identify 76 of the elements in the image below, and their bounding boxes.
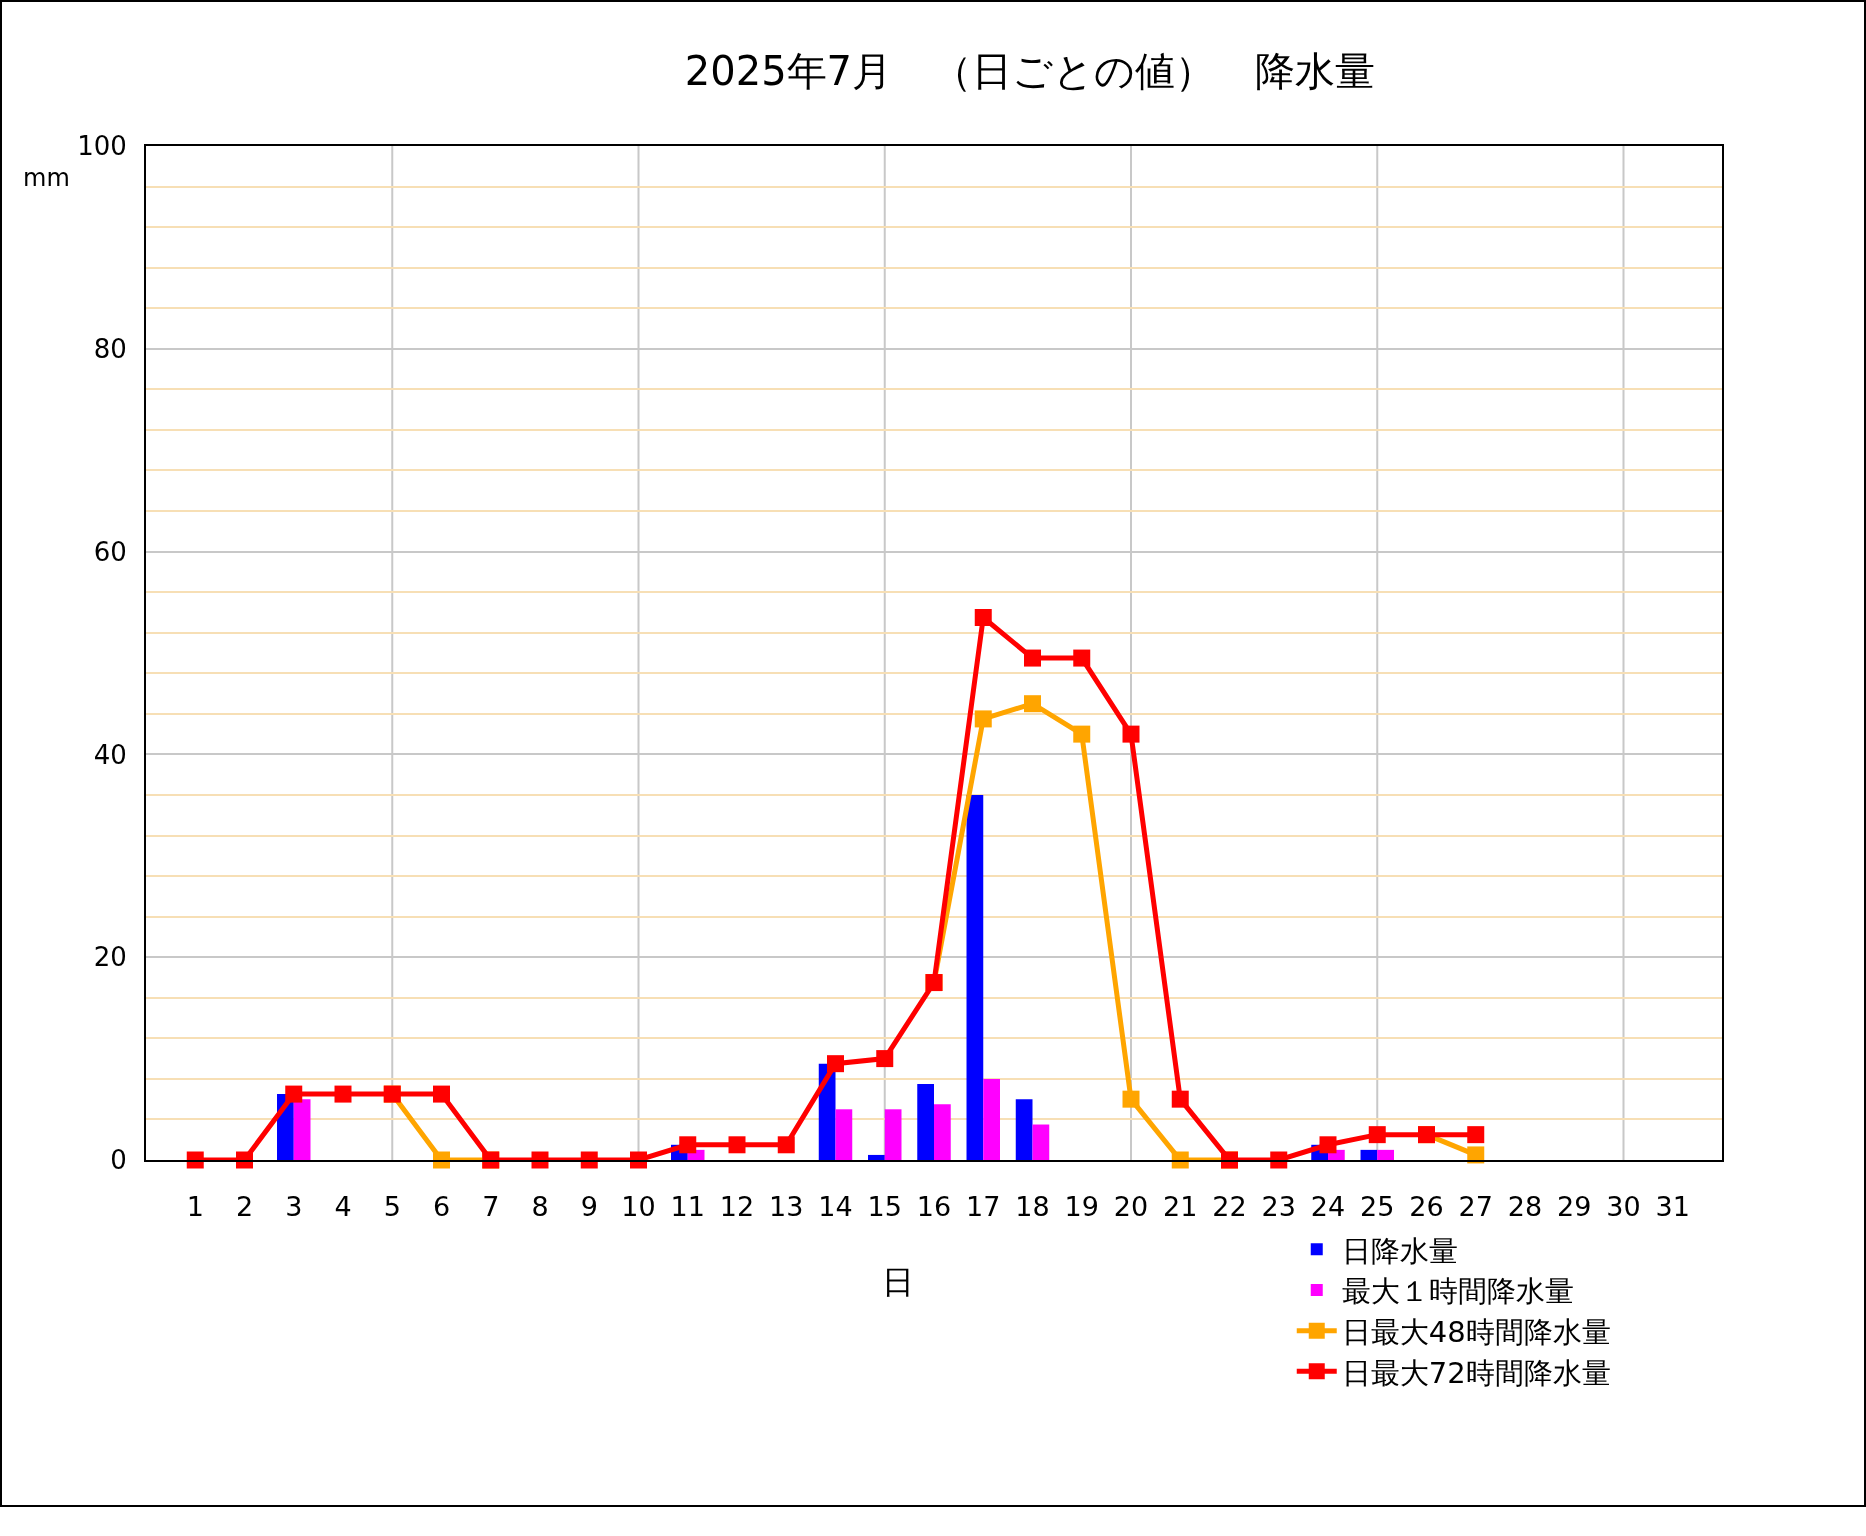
bar	[1377, 1149, 1394, 1160]
point	[433, 1085, 450, 1103]
x-tick-label: 9	[580, 1191, 598, 1223]
x-tick-label: 23	[1261, 1191, 1296, 1223]
x-tick-label: 4	[334, 1191, 352, 1223]
x-tick-label: 10	[621, 1191, 656, 1223]
x-tick-label: 22	[1212, 1191, 1247, 1223]
bar	[293, 1099, 311, 1160]
x-tick-label: 5	[383, 1191, 401, 1223]
x-tick-label: 15	[867, 1191, 902, 1223]
point	[777, 1136, 795, 1154]
x-tick-label: 29	[1557, 1191, 1592, 1223]
point	[728, 1136, 746, 1154]
x-tick-label: 14	[818, 1191, 853, 1223]
x-tick-label: 27	[1458, 1191, 1493, 1223]
point	[285, 1085, 303, 1103]
point	[1467, 1126, 1485, 1144]
x-tick-label: 24	[1310, 1191, 1346, 1223]
x-tick-label: 18	[1015, 1191, 1050, 1223]
point	[1319, 1136, 1337, 1154]
x-tick-label: 21	[1163, 1191, 1198, 1223]
bar	[835, 1109, 853, 1160]
bar	[868, 1154, 885, 1160]
x-axis-title: 日	[882, 1263, 914, 1301]
legend-label: 日最大72時間降水量	[1341, 1355, 1611, 1390]
y-tick-label: 20	[93, 942, 127, 973]
y-tick-label: 40	[93, 739, 127, 770]
point	[1368, 1126, 1386, 1144]
legend-label: 日降水量	[1341, 1233, 1458, 1268]
legend-label: 日最大48時間降水量	[1341, 1314, 1611, 1349]
bar	[966, 794, 984, 1160]
bar	[983, 1078, 1000, 1160]
point	[1024, 649, 1041, 667]
x-tick-label: 12	[719, 1191, 755, 1223]
point	[1122, 725, 1140, 743]
bar	[917, 1083, 934, 1160]
x-tick-label: 16	[916, 1191, 952, 1223]
x-tick-label: 3	[285, 1191, 303, 1223]
x-tick-label: 30	[1606, 1191, 1641, 1223]
x-tick-label: 26	[1409, 1191, 1444, 1223]
point	[1073, 725, 1091, 743]
legend-label: 最大１時間降水量	[1341, 1274, 1574, 1309]
point	[1024, 695, 1041, 713]
x-tick-label: 25	[1360, 1191, 1395, 1223]
y-tick-label: 60	[93, 536, 127, 567]
point	[1171, 1090, 1189, 1108]
x-tick-label: 1	[186, 1191, 204, 1223]
y-tick-label: 80	[93, 333, 127, 364]
point	[334, 1085, 352, 1103]
point	[1122, 1090, 1140, 1108]
x-tick-label: 6	[432, 1191, 451, 1223]
x-tick-label: 19	[1064, 1191, 1099, 1223]
x-tick-label: 28	[1507, 1191, 1543, 1223]
point	[974, 710, 992, 728]
x-tick-label: 11	[670, 1191, 705, 1223]
bar	[1015, 1099, 1033, 1160]
bar	[1032, 1124, 1050, 1160]
bar	[1360, 1149, 1378, 1160]
bar	[934, 1104, 951, 1160]
y-tick-label: 0	[110, 1145, 127, 1176]
point	[827, 1055, 844, 1073]
point	[679, 1136, 697, 1154]
x-tick-label: 8	[531, 1191, 549, 1223]
y-tick-label: 100	[77, 131, 127, 162]
chart-title: 2025年7月 （日ごとの値） 降水量	[684, 47, 1376, 94]
x-tick-label: 7	[482, 1191, 500, 1223]
bar	[884, 1109, 902, 1160]
x-tick-label: 20	[1113, 1191, 1149, 1223]
point	[974, 609, 992, 627]
x-tick-label: 2	[235, 1191, 254, 1223]
x-tick-label: 31	[1655, 1191, 1690, 1223]
point	[876, 1050, 894, 1068]
x-tick-label: 17	[966, 1191, 1001, 1223]
y-axis-title: mm	[23, 164, 70, 192]
point	[1073, 649, 1091, 667]
x-tick-label: 13	[769, 1191, 804, 1223]
